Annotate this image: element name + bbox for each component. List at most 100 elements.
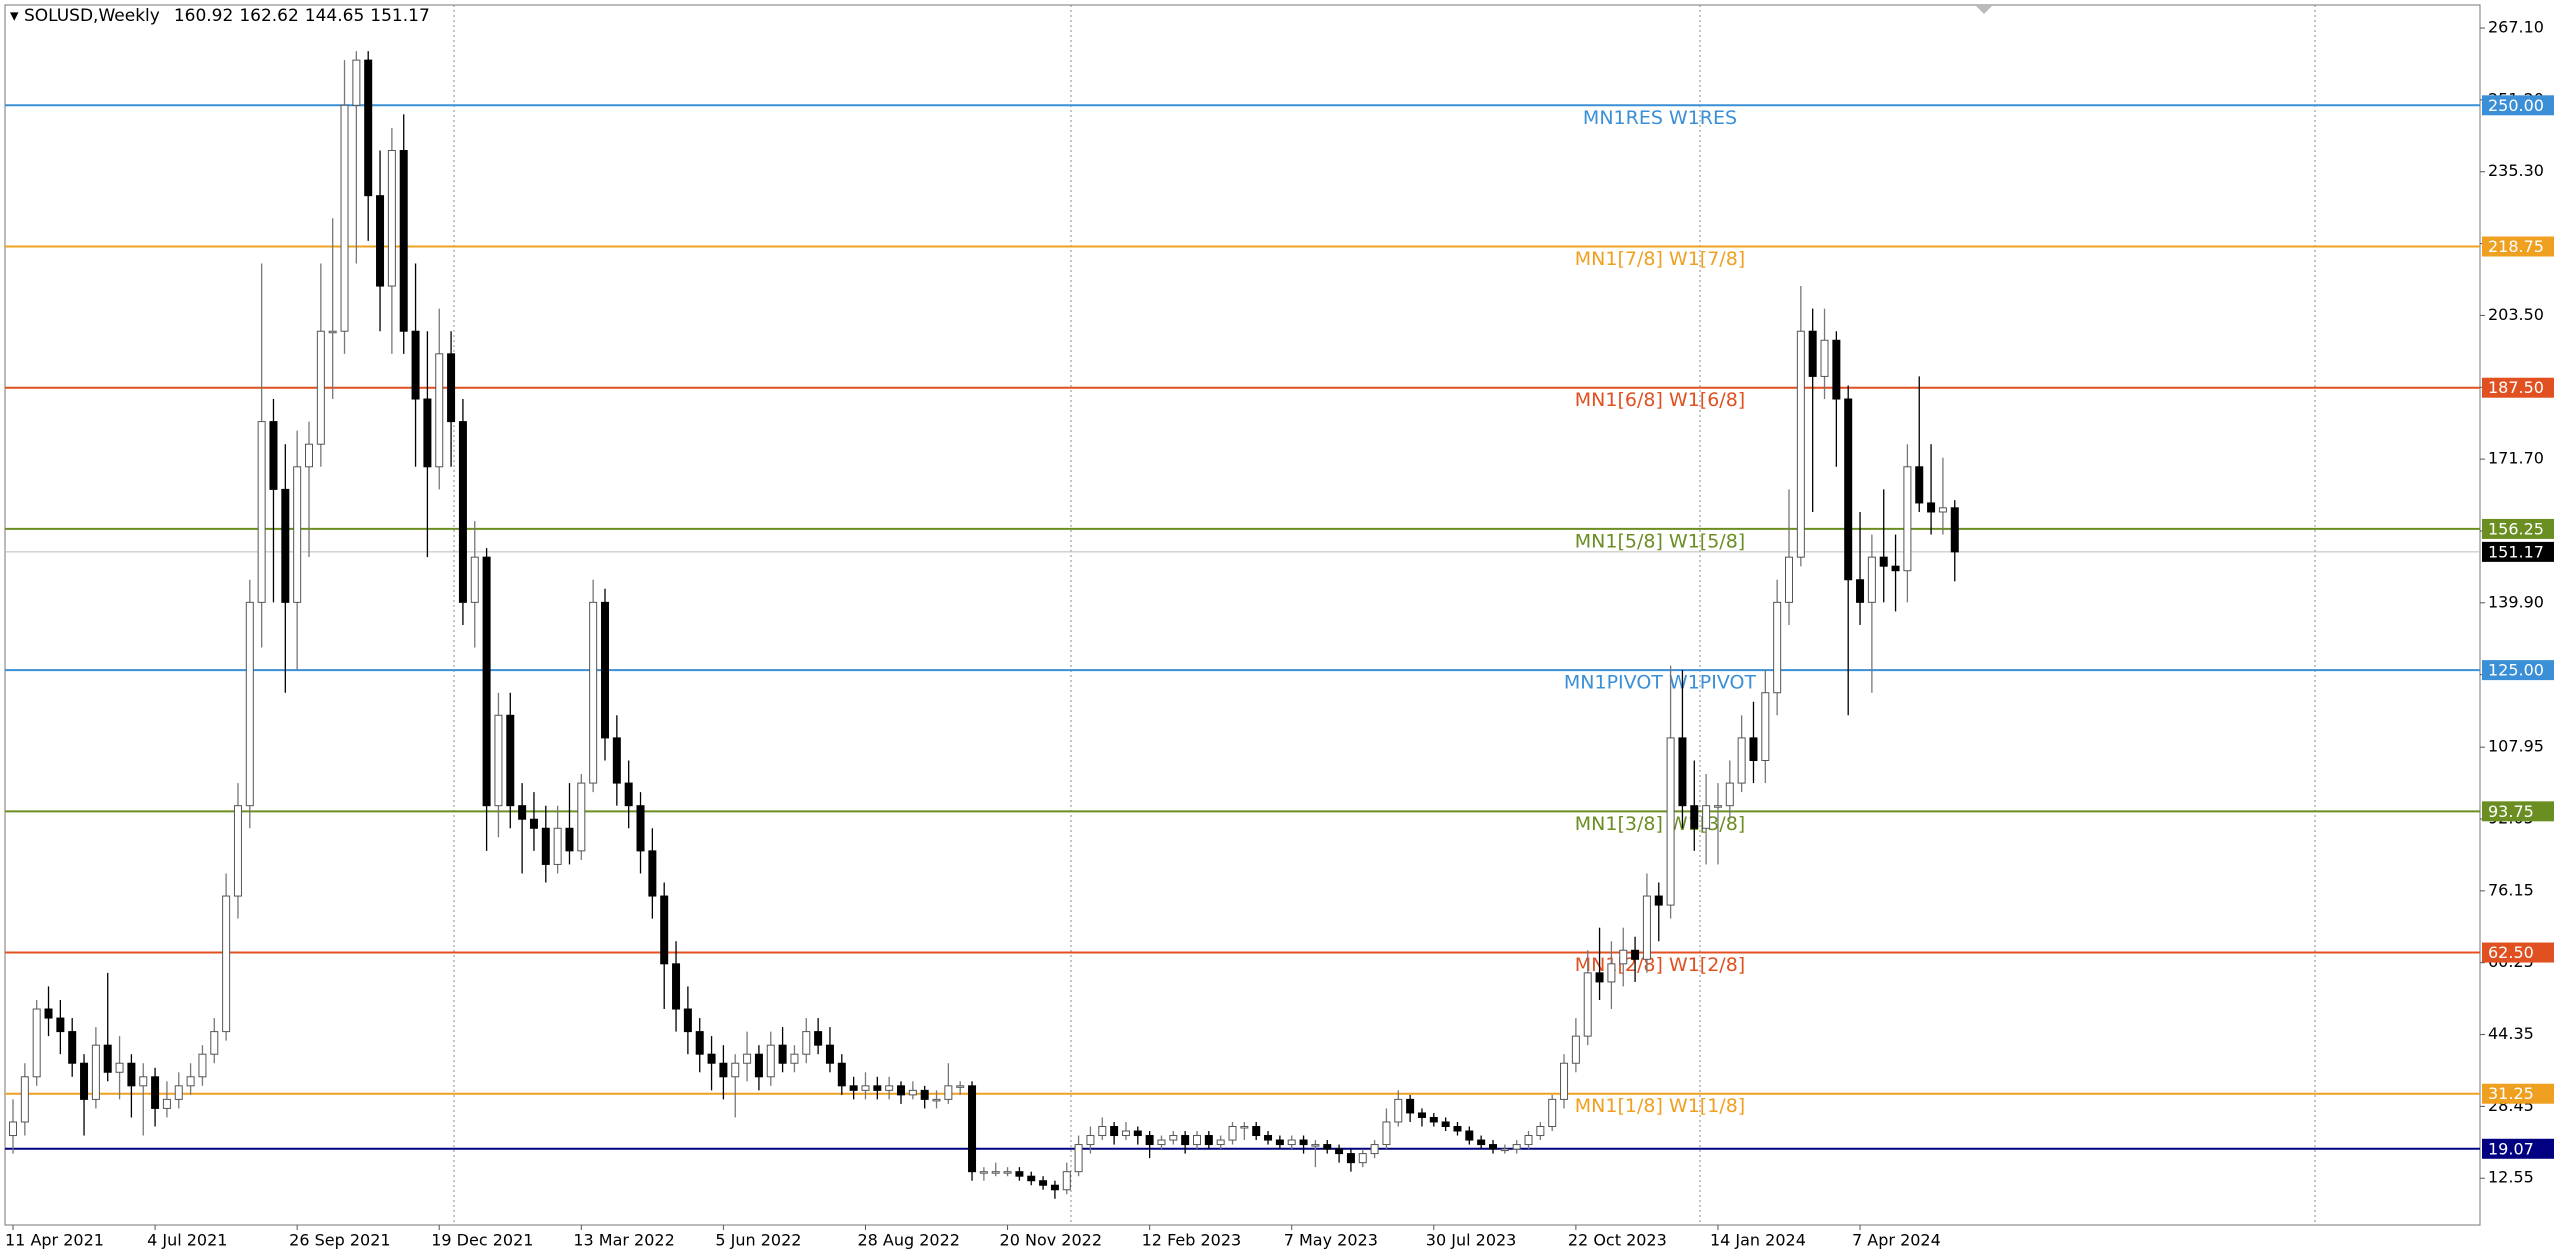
x-tick-label: 26 Sep 2021: [289, 1231, 390, 1250]
candle-body: [9, 1121, 17, 1137]
candle-body: [364, 59, 373, 197]
candle-body: [494, 714, 503, 807]
candle-body: [1489, 1144, 1497, 1150]
candle-body: [269, 421, 278, 490]
candle-body: [1003, 1171, 1012, 1174]
candle-body: [1216, 1139, 1225, 1146]
candle-body: [1252, 1125, 1261, 1137]
candle-body: [1228, 1125, 1237, 1141]
candle-body: [1335, 1148, 1344, 1155]
candle-body: [636, 805, 645, 852]
candle-body: [1074, 1144, 1083, 1173]
candle-body: [1039, 1180, 1048, 1186]
header-close: 151.17: [370, 6, 429, 26]
candle-body: [885, 1085, 894, 1091]
x-tick-label: 4 Jul 2021: [147, 1231, 227, 1250]
x-tick-label: 14 Jan 2024: [1710, 1231, 1806, 1250]
candle-body: [1536, 1125, 1545, 1137]
candle-body: [825, 1044, 834, 1064]
candle-body: [837, 1062, 846, 1087]
candle-body: [1820, 339, 1829, 377]
candle-body: [529, 818, 538, 829]
candle-body: [1015, 1171, 1024, 1177]
candle-body: [482, 556, 491, 807]
candle-body: [1749, 737, 1758, 761]
price-tag-label: 151.17: [2488, 542, 2544, 561]
price-tag-label: 156.25: [2488, 519, 2544, 538]
header-open: 160.92: [174, 6, 233, 26]
candle-body: [174, 1085, 183, 1100]
candle-body: [683, 1008, 692, 1033]
candle-body: [1832, 339, 1841, 400]
x-tick-label: 12 Feb 2023: [1142, 1231, 1242, 1250]
candle-body: [612, 737, 621, 784]
candle-body: [802, 1031, 811, 1055]
level-label: MN1[5/8] W1[5/8]: [1575, 530, 1745, 552]
candle-body: [1050, 1184, 1059, 1191]
candle-body: [447, 353, 456, 423]
y-tick-label: 267.10: [2488, 18, 2544, 37]
x-tick-label: 7 Apr 2024: [1852, 1231, 1941, 1250]
y-tick-label: 107.95: [2488, 737, 2544, 756]
candle-body: [1867, 556, 1876, 603]
candle-body: [1713, 805, 1722, 808]
candle-body: [1950, 507, 1959, 553]
candle-body: [1358, 1153, 1367, 1164]
price-tag: [2482, 660, 2554, 681]
candle-body: [103, 1044, 112, 1073]
header-arrow: ▾: [10, 6, 24, 26]
candle-body: [1773, 601, 1782, 694]
candle-body: [754, 1053, 763, 1078]
candle-body: [1181, 1135, 1190, 1146]
x-tick-label: 11 Apr 2021: [5, 1231, 104, 1250]
candle-body: [648, 850, 657, 897]
candle-body: [328, 330, 337, 334]
candle-body: [435, 353, 444, 468]
candle-body: [80, 1062, 89, 1100]
candle-body: [210, 1031, 219, 1055]
candle-body: [814, 1031, 823, 1046]
x-tick-label: 19 Dec 2021: [431, 1231, 533, 1250]
candle-body: [91, 1044, 100, 1100]
candle-body: [731, 1062, 740, 1078]
candle-body: [1204, 1135, 1213, 1146]
candle-body: [849, 1085, 858, 1091]
candle-body: [68, 1031, 77, 1064]
candle-body: [411, 330, 420, 400]
y-tick-label: 203.50: [2488, 305, 2544, 324]
level-label: MN1PIVOT W1PIVOT: [1564, 672, 1757, 694]
price-tag: [2482, 541, 2554, 562]
x-tick-label: 30 Jul 2023: [1426, 1231, 1517, 1250]
candle-body: [1311, 1144, 1320, 1147]
candle-body: [920, 1089, 929, 1100]
candle-body: [1678, 737, 1687, 807]
candle-body: [1785, 556, 1793, 603]
candle-body: [1453, 1125, 1462, 1132]
plot-frame: [4, 4, 2481, 1226]
candle-body: [968, 1085, 977, 1173]
shift-marker: [1976, 6, 1992, 14]
x-tick-label: 22 Oct 2023: [1568, 1231, 1667, 1250]
price-tag-label: 93.75: [2488, 802, 2534, 821]
candle-body: [979, 1171, 988, 1174]
y-tick-label: 12.55: [2488, 1168, 2534, 1187]
candle-body: [1524, 1135, 1533, 1146]
candle-body: [518, 805, 527, 820]
price-tag-label: 31.25: [2488, 1084, 2534, 1103]
candle-body: [1702, 805, 1711, 829]
candle-body: [1157, 1139, 1166, 1146]
candle-body: [257, 421, 266, 603]
candle-body: [932, 1098, 941, 1102]
candle-body: [1891, 565, 1900, 572]
candle-body: [1323, 1144, 1332, 1150]
x-tick-label: 13 Mar 2022: [573, 1231, 674, 1250]
candle-body: [1346, 1153, 1355, 1164]
y-tick-label: 171.70: [2488, 449, 2544, 468]
x-tick-label: 7 May 2023: [1284, 1231, 1378, 1250]
candle-body: [778, 1044, 787, 1064]
candle-body: [1915, 466, 1924, 504]
chart-layer: 267.10251.20235.30219.40203.50187.60171.…: [5, 18, 2554, 1250]
candle-body: [305, 443, 313, 468]
candle-body: [1927, 502, 1936, 513]
